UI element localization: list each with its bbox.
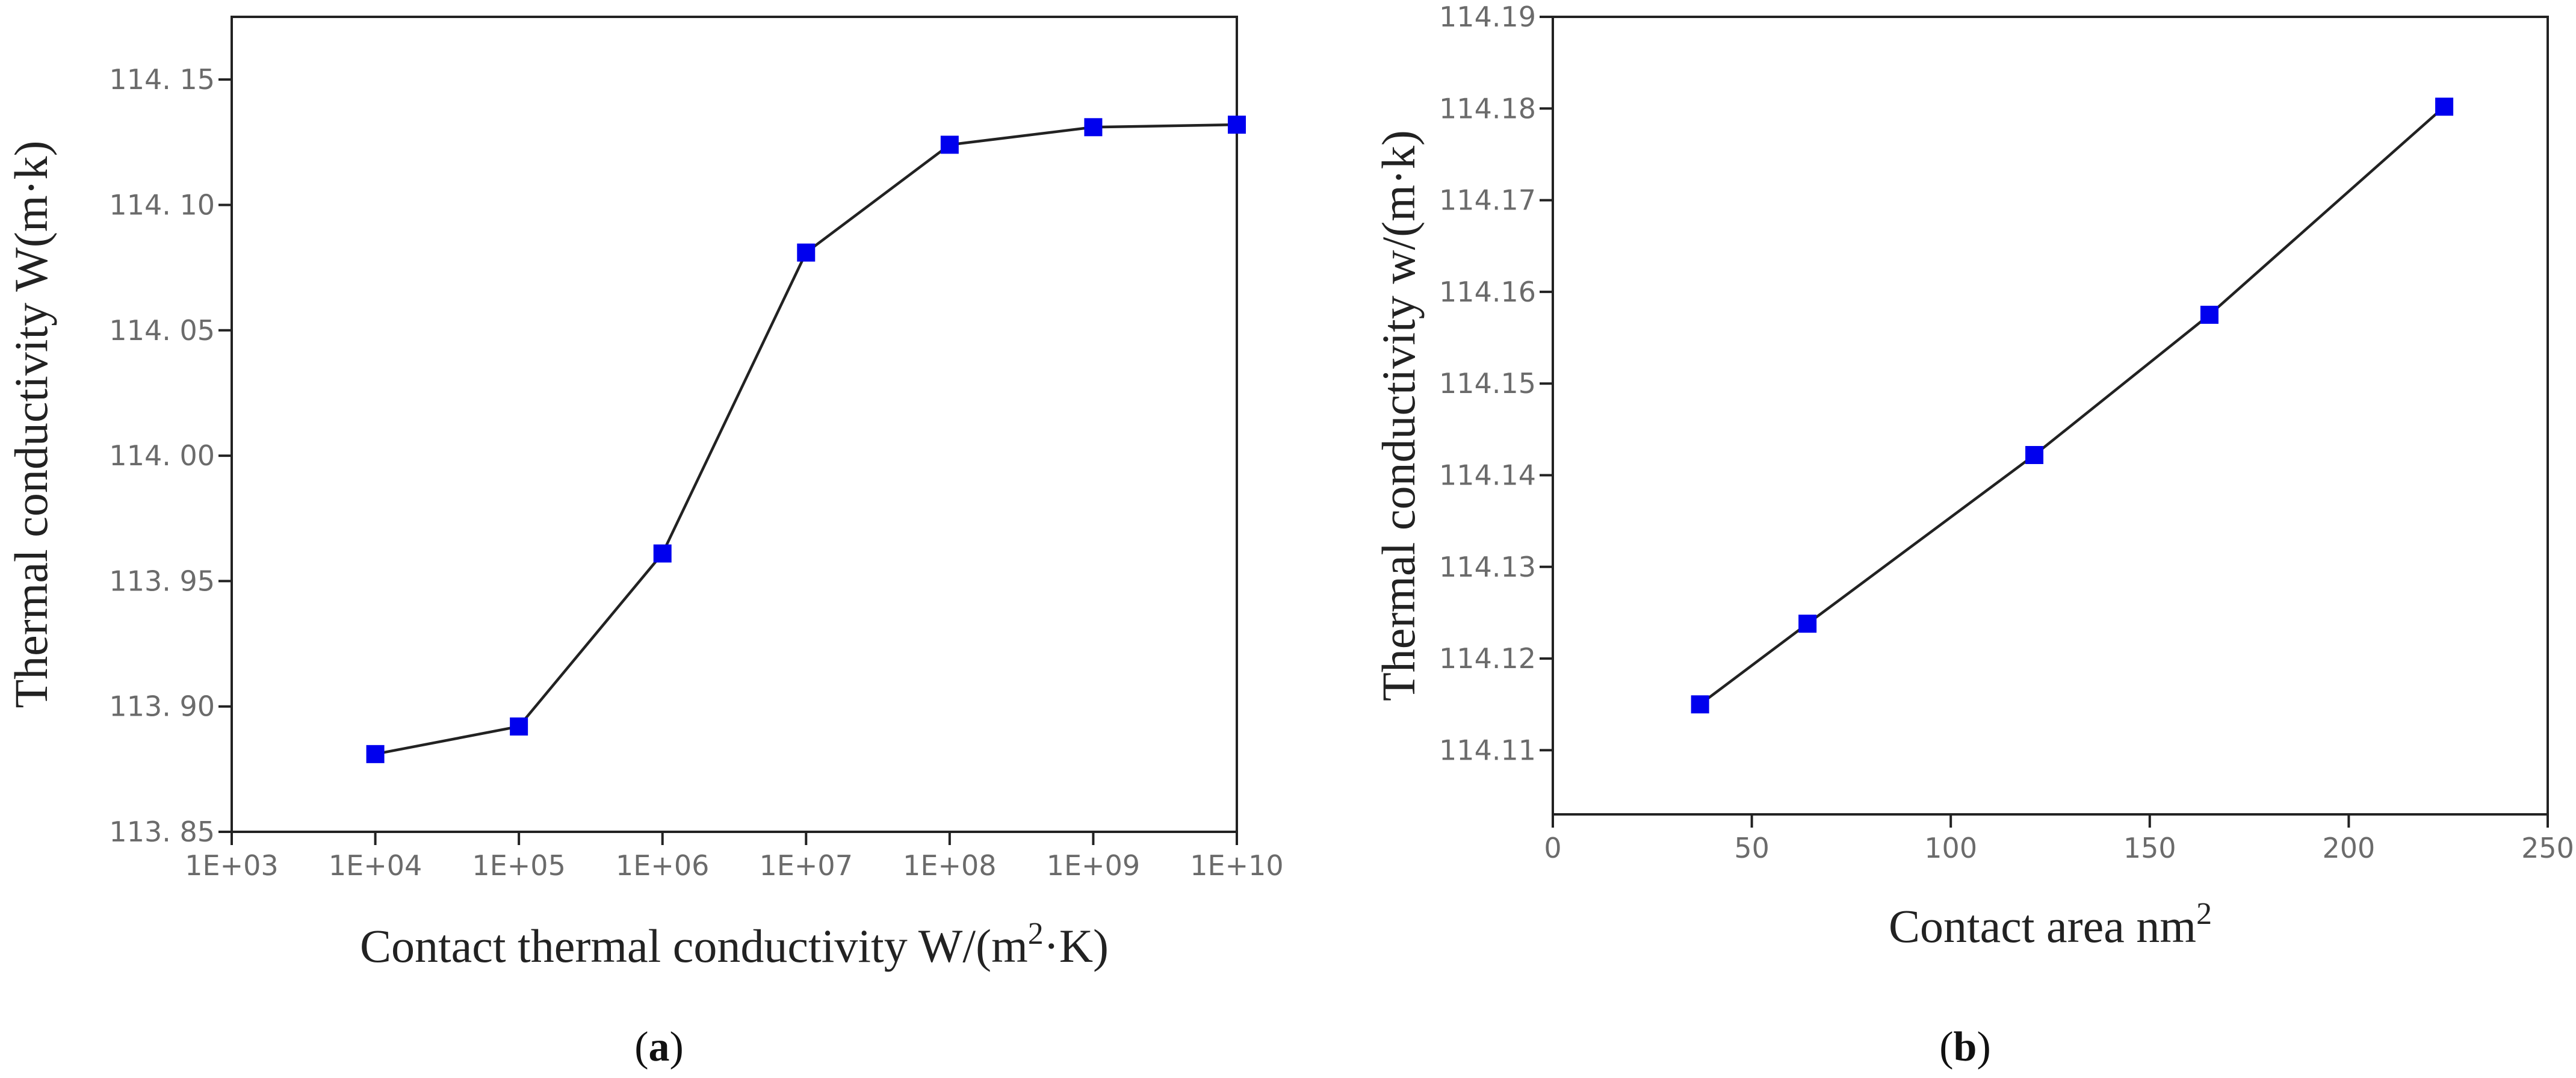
y-axis-title: Thermal conductivity W(m·k) [5, 141, 57, 708]
y-tick-label: 114.15 [1439, 367, 1536, 400]
x-tick-label: 250 [2521, 832, 2574, 864]
y-tick-label: 114. 10 [109, 188, 215, 221]
data-point [366, 745, 385, 763]
x-tick-label: 1E+05 [472, 849, 565, 882]
data-point [2200, 305, 2218, 324]
x-tick-label: 200 [2322, 832, 2375, 864]
y-tick-label: 114.11 [1439, 734, 1536, 766]
chart-a: 113. 85 113. 90 113. 95 114. 00 114. 05 114. … [5, 16, 1284, 1070]
y-tick-label: 114.13 [1439, 551, 1536, 583]
y-axis-title: Thermal conductivity w/(m·k) [1372, 130, 1425, 701]
panel-label-open: ( [1939, 1024, 1953, 1070]
panel-label: (b) [1939, 1024, 1991, 1070]
panel-label-letter: a [649, 1024, 670, 1070]
x-tick-label: 1E+06 [616, 849, 709, 882]
data-point [510, 717, 528, 736]
x-axis-title: Contact area nm2 [1889, 897, 2212, 952]
panel-label-close: ) [1977, 1024, 1990, 1070]
data-point [653, 544, 672, 563]
y-tick-label: 114. 15 [109, 63, 215, 96]
chart-b: 114.11 114.12 114.13 114.14 114.15 114.16 114.… [1372, 1, 2574, 1070]
x-tick-label: 150 [2123, 832, 2176, 864]
plot-frame [231, 16, 1238, 833]
data-point [2435, 98, 2454, 116]
y-tick-label: 113. 85 [109, 816, 215, 848]
panel-label-letter: b [1954, 1024, 1977, 1070]
x-axis-title-main: Contact thermal conductivity W/(m [360, 920, 1028, 972]
y-tick-label: 113. 90 [109, 690, 215, 723]
y-tick-label: 114.14 [1439, 459, 1536, 491]
x-tick-label: 1E+09 [1047, 849, 1140, 882]
panel-label-open: ( [634, 1024, 648, 1070]
x-tick-label: 1E+10 [1190, 849, 1283, 882]
x-tick-label: 100 [1924, 832, 1977, 864]
data-point [797, 243, 816, 262]
x-axis-title-tail: ·K) [1044, 920, 1109, 972]
series-line [375, 123, 1237, 756]
data-point [1691, 695, 1709, 714]
y-tick-label: 114. 05 [109, 314, 215, 347]
x-tick-label: 50 [1734, 832, 1769, 864]
y-tick-label: 114.16 [1439, 276, 1536, 308]
y-tick-label: 114. 00 [109, 439, 215, 472]
data-point [1228, 116, 1246, 134]
data-point [940, 135, 959, 154]
panel-label: (a) [634, 1024, 684, 1070]
data-point [1798, 615, 1817, 633]
x-tick-label: 1E+08 [903, 849, 996, 882]
panel-label-close: ) [670, 1024, 684, 1070]
data-point [2025, 445, 2044, 464]
x-tick-label: 1E+03 [185, 849, 278, 882]
x-axis-title: Contact thermal conductivity W/(m2·K) [360, 917, 1109, 972]
x-axis-title-main: Contact area nm [1889, 900, 2196, 952]
data-point [1084, 118, 1103, 137]
x-axis-title-superscript: 2 [2196, 897, 2212, 931]
y-tick-label: 114.17 [1439, 184, 1536, 217]
x-tick-label: 1E+07 [760, 849, 853, 882]
y-tick-label: 114.12 [1439, 642, 1536, 675]
y-tick-label: 113. 95 [109, 565, 215, 597]
x-axis-title-superscript: 2 [1028, 917, 1044, 951]
y-tick-label: 114.19 [1439, 1, 1536, 33]
y-tick-label: 114.18 [1439, 92, 1536, 125]
x-tick-label: 1E+04 [329, 849, 422, 882]
plot-frame [1552, 16, 2549, 816]
x-tick-label: 0 [1544, 832, 1561, 864]
